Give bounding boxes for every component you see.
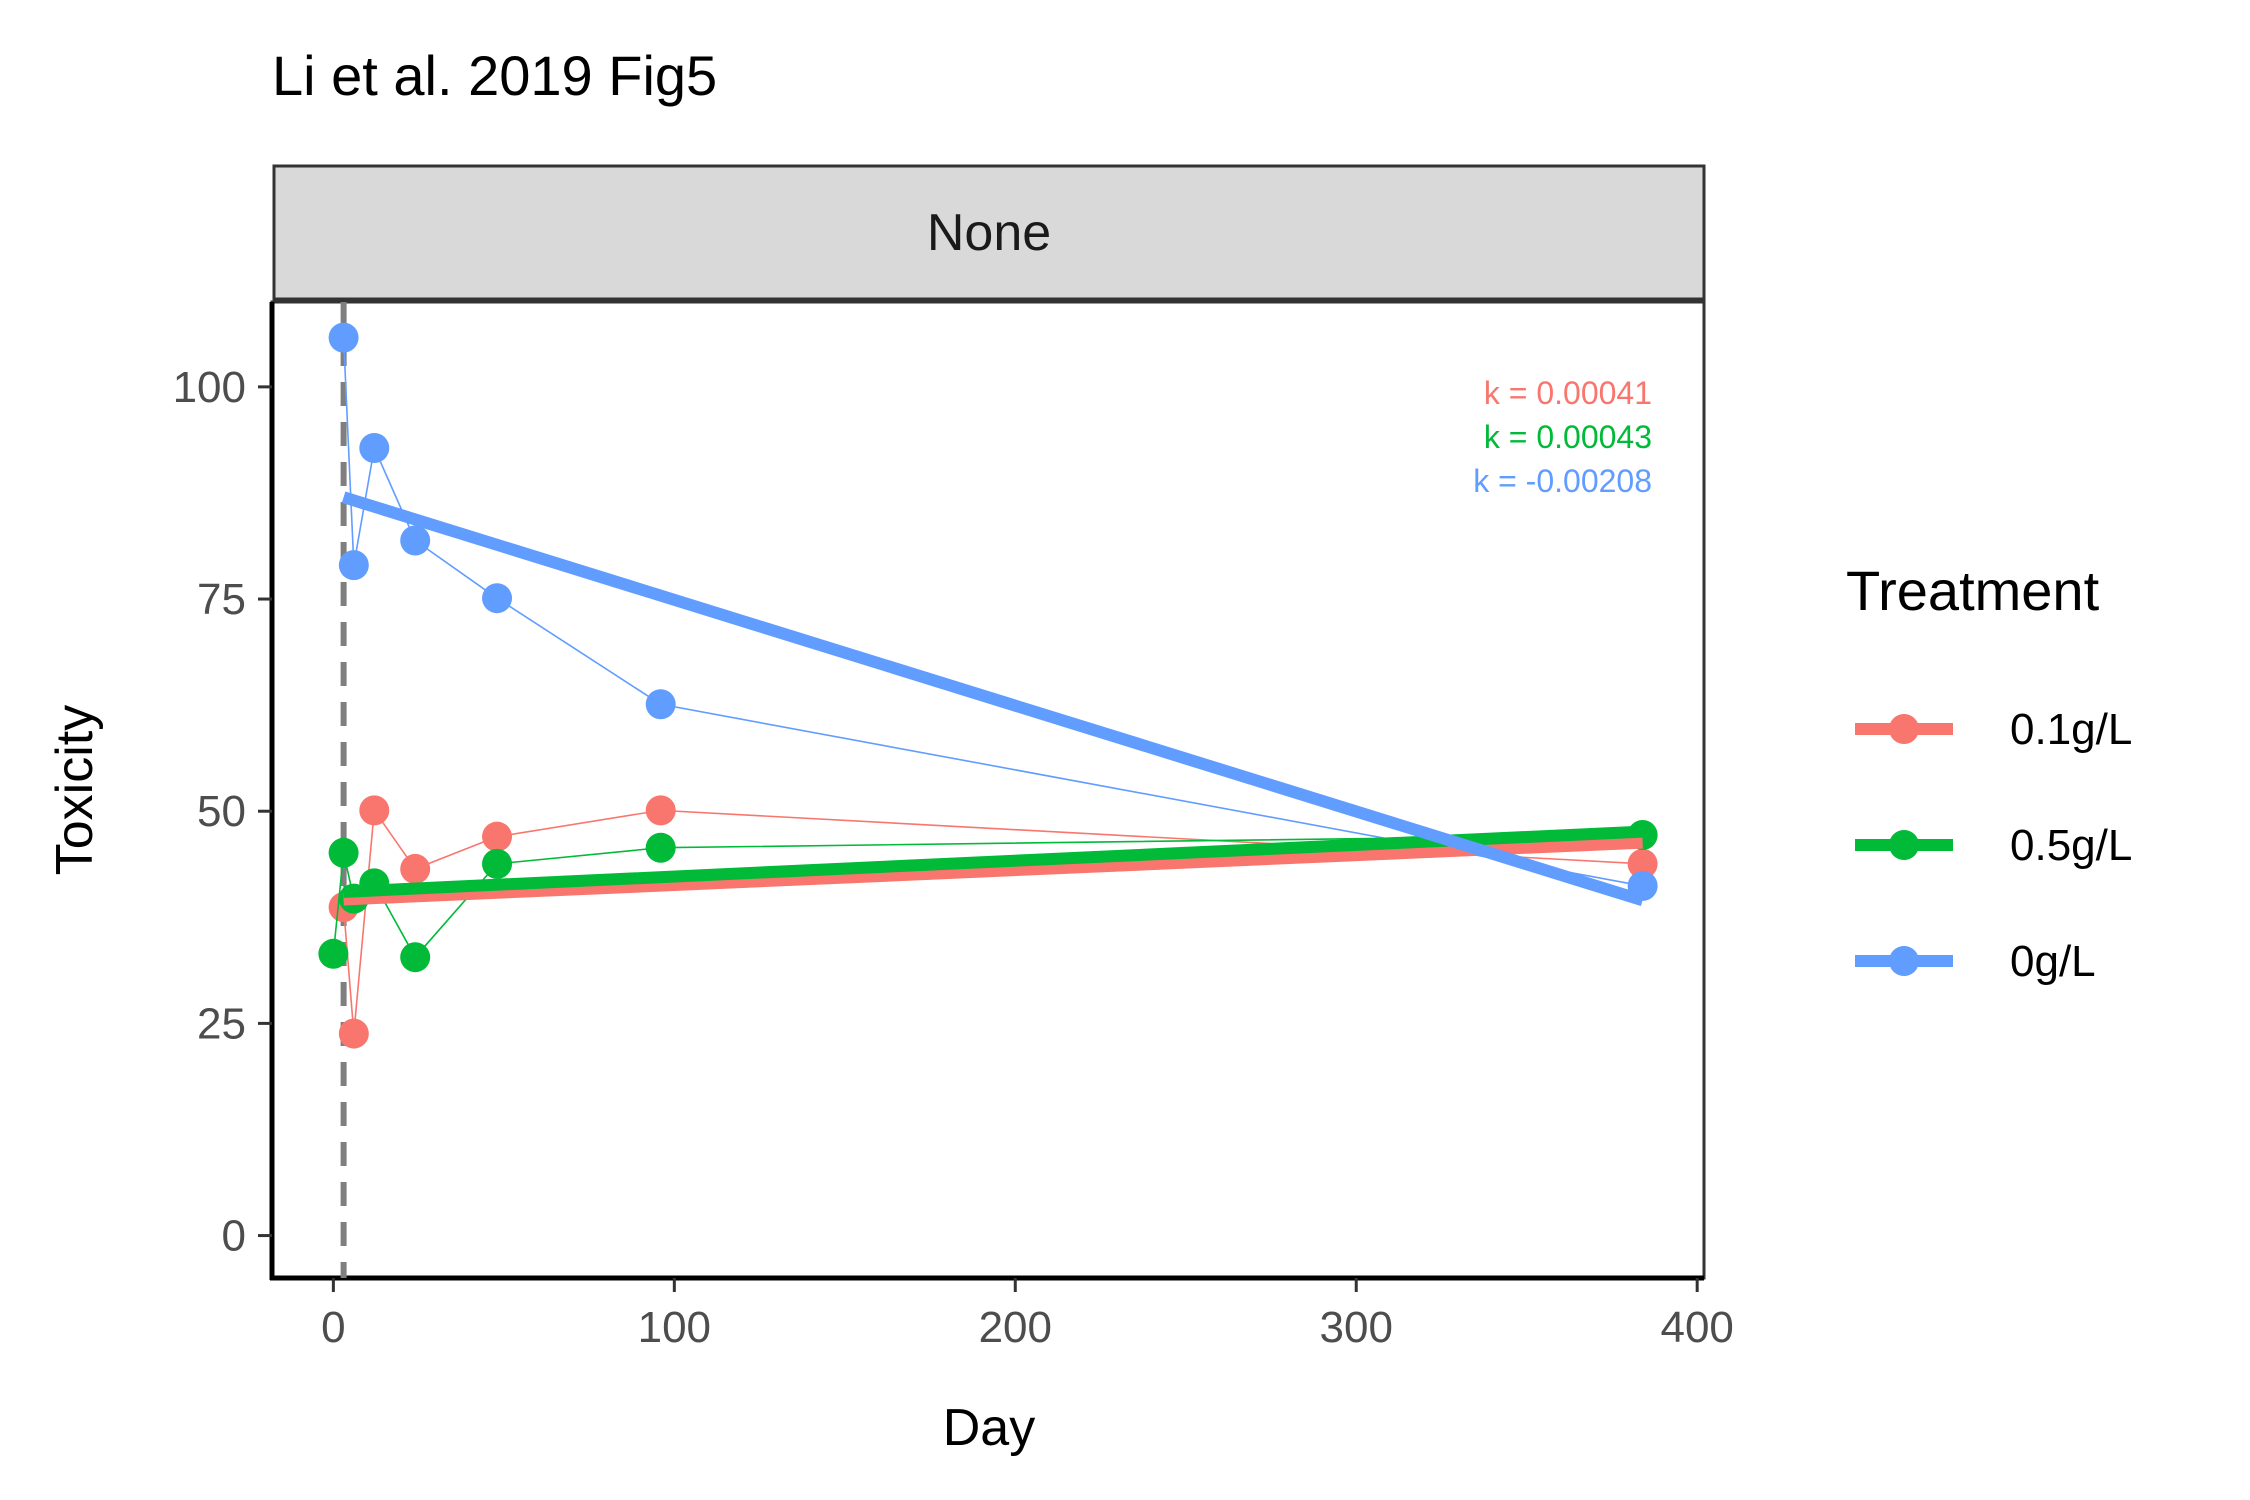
x-tick-label: 0 (321, 1303, 345, 1352)
x-tick-label: 200 (979, 1303, 1052, 1352)
data-point (359, 795, 390, 826)
fit-line-0g/L (341, 491, 1645, 907)
y-tick-label: 75 (197, 575, 246, 624)
x-tick-label: 400 (1660, 1303, 1733, 1352)
data-point (645, 795, 676, 826)
k-label: k = -0.00208 (1473, 463, 1652, 499)
data-point (328, 322, 359, 353)
k-annotations: k = 0.00041 k = 0.00043 k = -0.00208 (1473, 375, 1652, 499)
y-tick-label: 25 (197, 999, 246, 1048)
legend: Treatment 0.1g/L 0.5g/L 0g/L (1846, 559, 2132, 986)
axes-layer: 0 100 200 300 400 0 25 50 75 100 (173, 302, 1734, 1352)
data-point (645, 689, 676, 720)
x-axis-title: Day (943, 1399, 1035, 1457)
plot-panel (270, 300, 1706, 1280)
data-point (482, 848, 513, 879)
facet-label: None (927, 204, 1051, 262)
data-point (1627, 848, 1658, 879)
data-point (482, 821, 513, 852)
legend-key-point (1889, 946, 1919, 976)
series-0g/L (328, 322, 1658, 901)
legend-item: 0.5g/L (1855, 821, 2132, 870)
legend-item: 0.1g/L (1855, 705, 2132, 754)
legend-key-point (1889, 830, 1919, 860)
data-point (318, 938, 349, 969)
legend-item: 0g/L (1855, 937, 2096, 986)
data-point (338, 550, 369, 581)
series-0.1g/L (328, 795, 1658, 1049)
chart-title: Li et al. 2019 Fig5 (272, 44, 717, 107)
k-label: k = 0.00043 (1484, 419, 1652, 455)
data-point (328, 837, 359, 868)
legend-label: 0g/L (2010, 937, 2096, 986)
legend-label: 0.1g/L (2010, 705, 2132, 754)
legend-items: 0.1g/L 0.5g/L 0g/L (1855, 705, 2132, 986)
x-tick-label: 300 (1320, 1303, 1393, 1352)
fit-line-0.5g/L (343, 825, 1643, 898)
legend-key-point (1889, 714, 1919, 744)
series-layer (318, 322, 1658, 1049)
legend-title: Treatment (1846, 559, 2100, 622)
data-point (482, 583, 513, 614)
data-point (338, 1018, 369, 1049)
series-0.5g/L (318, 819, 1658, 973)
facet-strip (272, 164, 1706, 301)
data-point (400, 853, 431, 884)
data-point (359, 432, 390, 463)
y-tick-label: 100 (173, 363, 246, 412)
fit-line-0.1g/L (343, 836, 1643, 906)
data-point (400, 525, 431, 556)
k-label: k = 0.00041 (1484, 375, 1652, 411)
y-tick-label: 50 (197, 787, 246, 836)
x-tick-label: 100 (638, 1303, 711, 1352)
legend-label: 0.5g/L (2010, 821, 2132, 870)
data-point (645, 832, 676, 863)
data-point (400, 942, 431, 973)
y-tick-label: 0 (222, 1212, 246, 1261)
y-axis-title: Toxicity (46, 705, 104, 875)
